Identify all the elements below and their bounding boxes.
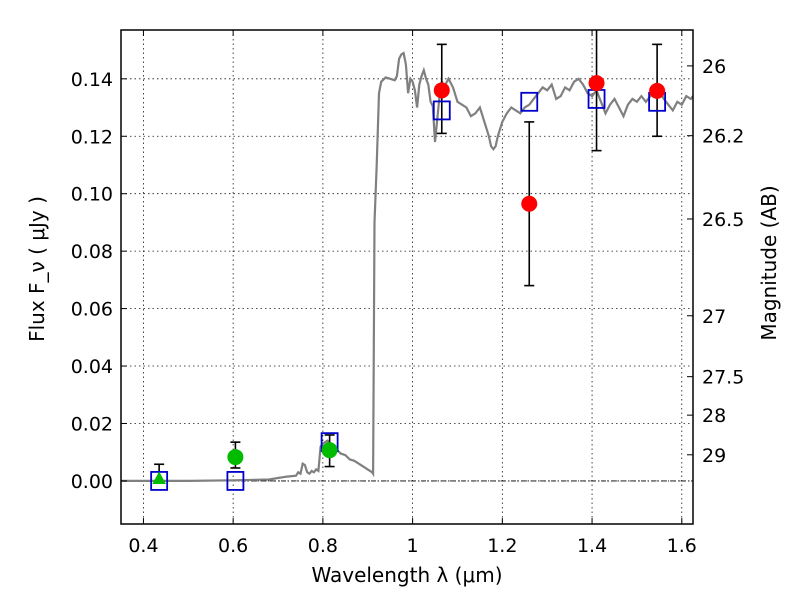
sed-model-line — [121, 51, 693, 482]
x-axis-title: Wavelength λ (μm) — [311, 563, 502, 587]
y-tick-label: 0.10 — [71, 184, 113, 206]
red-data-point — [433, 82, 450, 99]
y-tick-label: 0.12 — [71, 126, 113, 148]
model-photometry-square — [432, 100, 451, 121]
y2-tick-label: 28 — [702, 405, 726, 427]
y-axis-title: Flux F_ν ( μJy ) — [25, 196, 49, 342]
x-tick-label: 1.2 — [487, 535, 517, 557]
y2-tick-label: 26.2 — [702, 126, 744, 148]
y-tick-label: 0.04 — [71, 356, 113, 378]
y-tick-label: 0.14 — [71, 69, 113, 91]
y2-axis-title: Magnitude (AB) — [757, 185, 781, 340]
green-data-point — [227, 449, 244, 466]
y-tick-label: 0.06 — [71, 299, 113, 321]
red-data-point — [588, 75, 605, 92]
green-data-point — [321, 442, 338, 459]
red-data-point — [649, 82, 666, 99]
model-photometry-square — [226, 471, 245, 491]
x-tick-label: 0.8 — [308, 535, 338, 557]
x-tick-label: 1.6 — [667, 535, 697, 557]
grid-lines — [121, 30, 693, 524]
x-tick-label: 0.6 — [218, 535, 248, 557]
plot-area — [121, 30, 693, 491]
y2-tick-label: 27.5 — [702, 367, 744, 389]
y-tick-label: 0.08 — [71, 241, 113, 263]
green-triangle-point — [152, 471, 166, 484]
plot-frame — [120, 29, 694, 525]
x-tick-label: 0.4 — [128, 535, 158, 557]
axis-ticks: 0.4 0.6 0.8 1 1.2 1.4 1.6 0.00 0.02 0.04 0.06 0.08 0… — [71, 30, 744, 557]
y2-tick-label: 26.5 — [702, 209, 744, 231]
y2-tick-label: 26 — [702, 56, 726, 78]
x-tick-label: 1 — [407, 535, 419, 557]
y2-tick-label: 27 — [702, 306, 726, 328]
x-tick-label: 1.4 — [577, 535, 607, 557]
model-photometry-square — [520, 91, 539, 112]
y-tick-label: 0.02 — [71, 413, 113, 435]
y2-tick-label: 29 — [702, 445, 726, 467]
y-tick-label: 0.00 — [71, 471, 113, 493]
red-data-point — [521, 195, 538, 212]
